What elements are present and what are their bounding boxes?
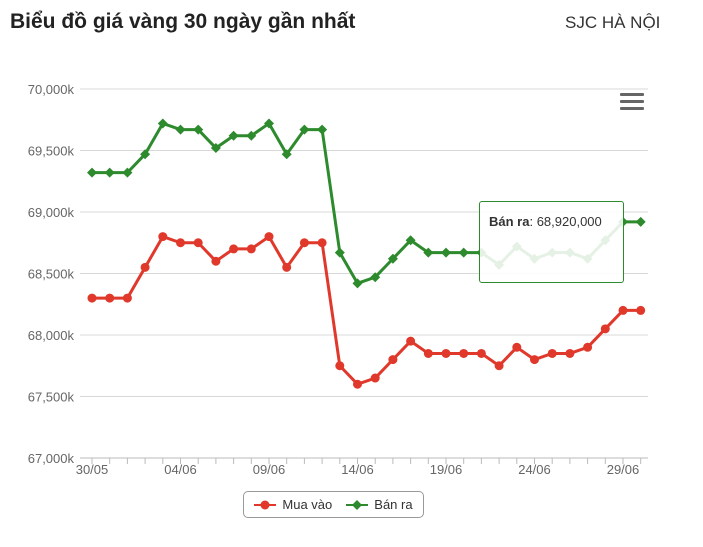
tooltip-separator: :: [529, 214, 537, 229]
point-ban-ra: [104, 167, 115, 178]
point-mua-vao: [423, 348, 433, 358]
chart-legend: Mua vào Bán ra: [243, 491, 424, 518]
point-mua-vao: [87, 293, 97, 303]
point-mua-vao: [229, 244, 239, 254]
point-ban-ra: [210, 143, 221, 154]
point-mua-vao: [211, 256, 221, 266]
point-ban-ra: [441, 247, 451, 258]
point-mua-vao: [600, 324, 610, 334]
point-mua-vao: [122, 293, 132, 303]
tooltip-series: Bán ra: [489, 214, 530, 229]
x-tick-label: 19/06: [430, 462, 463, 477]
page-title: Biểu đồ giá vàng 30 ngày gần nhất: [10, 10, 356, 33]
x-tick-label: 09/06: [253, 462, 286, 477]
point-mua-vao: [317, 238, 327, 248]
point-ban-ra: [140, 149, 151, 160]
point-ban-ra: [352, 278, 363, 289]
point-ban-ra: [635, 216, 646, 227]
point-mua-vao: [193, 238, 203, 248]
x-tick-label: 29/06: [607, 462, 640, 477]
legend-item-mua-vao[interactable]: Mua vào: [254, 497, 332, 512]
point-mua-vao: [618, 305, 628, 315]
point-ban-ra: [87, 167, 97, 178]
point-ban-ra: [281, 149, 292, 160]
point-ban-ra: [299, 124, 310, 135]
y-tick-label: 70,000k: [28, 82, 75, 97]
region-selector[interactable]: SJC HÀ NỘI: [565, 13, 661, 32]
point-mua-vao: [353, 379, 362, 389]
legend-label-mua-vao: Mua vào: [282, 497, 333, 512]
point-mua-vao: [299, 238, 309, 248]
point-mua-vao: [335, 361, 345, 371]
x-tick-label: 30/05: [76, 462, 109, 477]
point-mua-vao: [565, 348, 575, 358]
point-mua-vao: [388, 355, 398, 365]
point-ban-ra: [175, 124, 186, 135]
point-ban-ra: [122, 167, 133, 178]
x-tick-label: 04/06: [164, 462, 197, 477]
legend-item-ban-ra[interactable]: Bán ra: [346, 497, 413, 512]
point-mua-vao: [370, 373, 380, 383]
y-tick-label: 68,500k: [28, 267, 75, 282]
point-mua-vao: [176, 238, 185, 248]
point-mua-vao: [140, 262, 150, 272]
tooltip-value: 68,920,000: [536, 214, 602, 229]
point-mua-vao: [512, 342, 522, 352]
point-ban-ra: [193, 124, 204, 135]
y-tick-label: 68,000k: [28, 328, 75, 343]
point-mua-vao: [406, 336, 416, 346]
point-ban-ra: [317, 124, 328, 135]
legend-swatch-mua-vao: [254, 500, 277, 510]
point-mua-vao: [441, 348, 451, 358]
x-tick-label: 14/06: [341, 462, 374, 477]
point-ban-ra: [423, 247, 434, 258]
point-ban-ra: [228, 130, 239, 141]
y-tick-label: 69,000k: [28, 205, 75, 220]
point-mua-vao: [105, 293, 115, 303]
point-mua-vao: [246, 244, 256, 254]
point-mua-vao: [282, 262, 292, 272]
y-tick-label: 67,000k: [28, 451, 75, 466]
point-mua-vao: [494, 361, 504, 371]
legend-label-ban-ra: Bán ra: [374, 497, 413, 512]
point-mua-vao: [459, 348, 469, 358]
point-mua-vao: [583, 342, 593, 352]
point-ban-ra: [405, 235, 416, 246]
point-mua-vao: [158, 232, 168, 242]
point-mua-vao: [264, 232, 274, 242]
chart-tooltip: Bán ra: 68,920,000: [479, 201, 624, 283]
y-tick-label: 67,500k: [28, 390, 75, 405]
y-tick-label: 69,500k: [28, 144, 75, 159]
point-mua-vao: [547, 348, 557, 358]
legend-swatch-ban-ra: [346, 499, 369, 510]
x-tick-label: 24/06: [518, 462, 551, 477]
point-mua-vao: [530, 355, 539, 365]
point-ban-ra: [157, 118, 168, 129]
chart-menu-button[interactable]: [620, 93, 644, 113]
point-ban-ra: [387, 253, 398, 264]
point-ban-ra: [370, 272, 381, 283]
point-ban-ra: [458, 247, 469, 258]
point-mua-vao: [476, 348, 486, 358]
point-ban-ra: [246, 130, 257, 141]
point-ban-ra: [334, 247, 345, 258]
point-ban-ra: [264, 118, 274, 129]
point-mua-vao: [636, 305, 646, 315]
